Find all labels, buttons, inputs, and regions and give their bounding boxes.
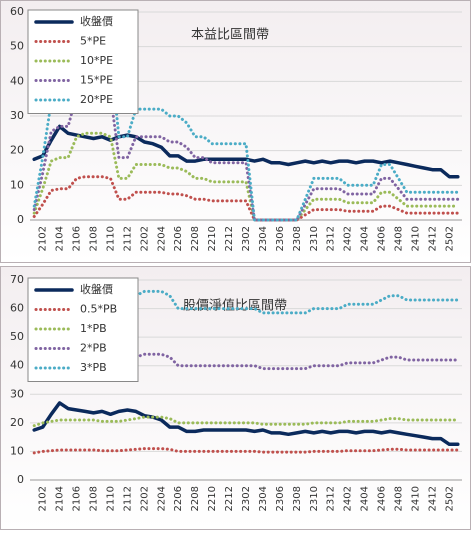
x-tick-label: 2312 xyxy=(326,486,337,511)
x-tick-label: 2404 xyxy=(360,486,371,511)
x-tick-label: 2308 xyxy=(292,486,303,511)
x-tick-label: 2404 xyxy=(360,226,371,251)
x-tick-label: 2110 xyxy=(105,486,116,511)
x-tick-label: 2108 xyxy=(89,486,100,511)
x-tick-label: 2402 xyxy=(343,226,354,251)
y-tick-label: 0 xyxy=(17,473,24,486)
legend-label: 收盤價 xyxy=(80,282,113,296)
y-tick-label: 40 xyxy=(10,359,24,372)
x-tick-label: 2102 xyxy=(38,226,49,251)
x-tick-label: 2402 xyxy=(343,486,354,511)
x-tick-label: 2310 xyxy=(309,226,320,251)
x-tick-label: 2410 xyxy=(410,226,421,251)
x-tick-label: 2106 xyxy=(72,226,83,251)
y-tick-label: 20 xyxy=(10,416,24,429)
x-tick-label: 2102 xyxy=(38,486,49,511)
legend-label: 收盤價 xyxy=(80,14,113,28)
x-tick-label: 2406 xyxy=(377,486,388,511)
x-tick-label: 2112 xyxy=(122,226,133,251)
y-tick-label: 50 xyxy=(10,40,24,53)
x-tick-label: 2206 xyxy=(173,226,184,251)
x-tick-label: 2206 xyxy=(173,486,184,511)
x-tick-label: 2412 xyxy=(427,226,438,251)
series-line xyxy=(32,131,460,222)
x-tick-label: 2212 xyxy=(224,226,235,251)
x-tick-label: 2112 xyxy=(122,486,133,511)
legend-label: 15*PE xyxy=(80,74,113,87)
y-tick-label: 30 xyxy=(10,109,24,122)
x-tick-label: 2106 xyxy=(72,486,83,511)
x-tick-label: 2208 xyxy=(190,226,201,251)
x-tick-label: 2410 xyxy=(410,486,421,511)
x-tick-label: 2502 xyxy=(444,226,455,251)
x-tick-label: 2304 xyxy=(258,226,269,251)
x-tick-label: 2306 xyxy=(275,226,286,251)
series-line xyxy=(32,124,460,179)
x-tick-label: 2304 xyxy=(258,486,269,511)
x-tick-label: 2308 xyxy=(292,226,303,251)
x-tick-label: 2310 xyxy=(309,486,320,511)
x-tick-label: 2412 xyxy=(427,486,438,511)
y-tick-label: 10 xyxy=(10,444,24,457)
legend-label: 5*PE xyxy=(80,35,106,48)
y-tick-label: 70 xyxy=(10,273,24,286)
x-tick-label: 2212 xyxy=(224,486,235,511)
x-tick-label: 2208 xyxy=(190,486,201,511)
x-tick-label: 2204 xyxy=(156,226,167,251)
y-tick-label: 40 xyxy=(10,74,24,87)
series-line xyxy=(32,401,460,447)
legend-label: 20*PE xyxy=(80,93,113,106)
legend-label: 3*PB xyxy=(80,361,107,374)
x-tick-label: 2104 xyxy=(55,486,66,511)
x-tick-label: 2312 xyxy=(326,226,337,251)
x-tick-label: 2408 xyxy=(393,486,404,511)
x-tick-label: 2104 xyxy=(55,226,66,251)
y-tick-label: 50 xyxy=(10,330,24,343)
chart-title: 股價淨值比區間帶 xyxy=(183,298,287,314)
chart-title: 本益比區間帶 xyxy=(191,28,269,43)
x-tick-label: 2406 xyxy=(377,226,388,251)
legend-label: 10*PE xyxy=(80,54,113,67)
y-tick-label: 30 xyxy=(10,387,24,400)
x-tick-label: 2302 xyxy=(241,486,252,511)
x-tick-label: 2502 xyxy=(444,486,455,511)
y-tick-label: 10 xyxy=(10,178,24,191)
x-tick-label: 2306 xyxy=(275,486,286,511)
x-tick-label: 2110 xyxy=(105,226,116,251)
y-tick-label: 60 xyxy=(10,302,24,315)
x-tick-label: 2210 xyxy=(207,226,218,251)
y-tick-label: 60 xyxy=(10,5,24,18)
y-tick-label: 0 xyxy=(17,213,24,226)
x-tick-label: 2108 xyxy=(89,226,100,251)
x-tick-label: 2302 xyxy=(241,226,252,251)
x-tick-label: 2202 xyxy=(139,486,150,511)
x-tick-label: 2210 xyxy=(207,486,218,511)
legend-label: 1*PB xyxy=(80,322,107,335)
y-tick-label: 20 xyxy=(10,144,24,157)
series-line xyxy=(32,447,460,455)
x-tick-label: 2202 xyxy=(139,226,150,251)
legend-label: 0.5*PB xyxy=(80,303,117,316)
series-line xyxy=(32,175,460,222)
legend-label: 2*PB xyxy=(80,342,107,355)
x-tick-label: 2408 xyxy=(393,226,404,251)
x-tick-label: 2204 xyxy=(156,486,167,511)
